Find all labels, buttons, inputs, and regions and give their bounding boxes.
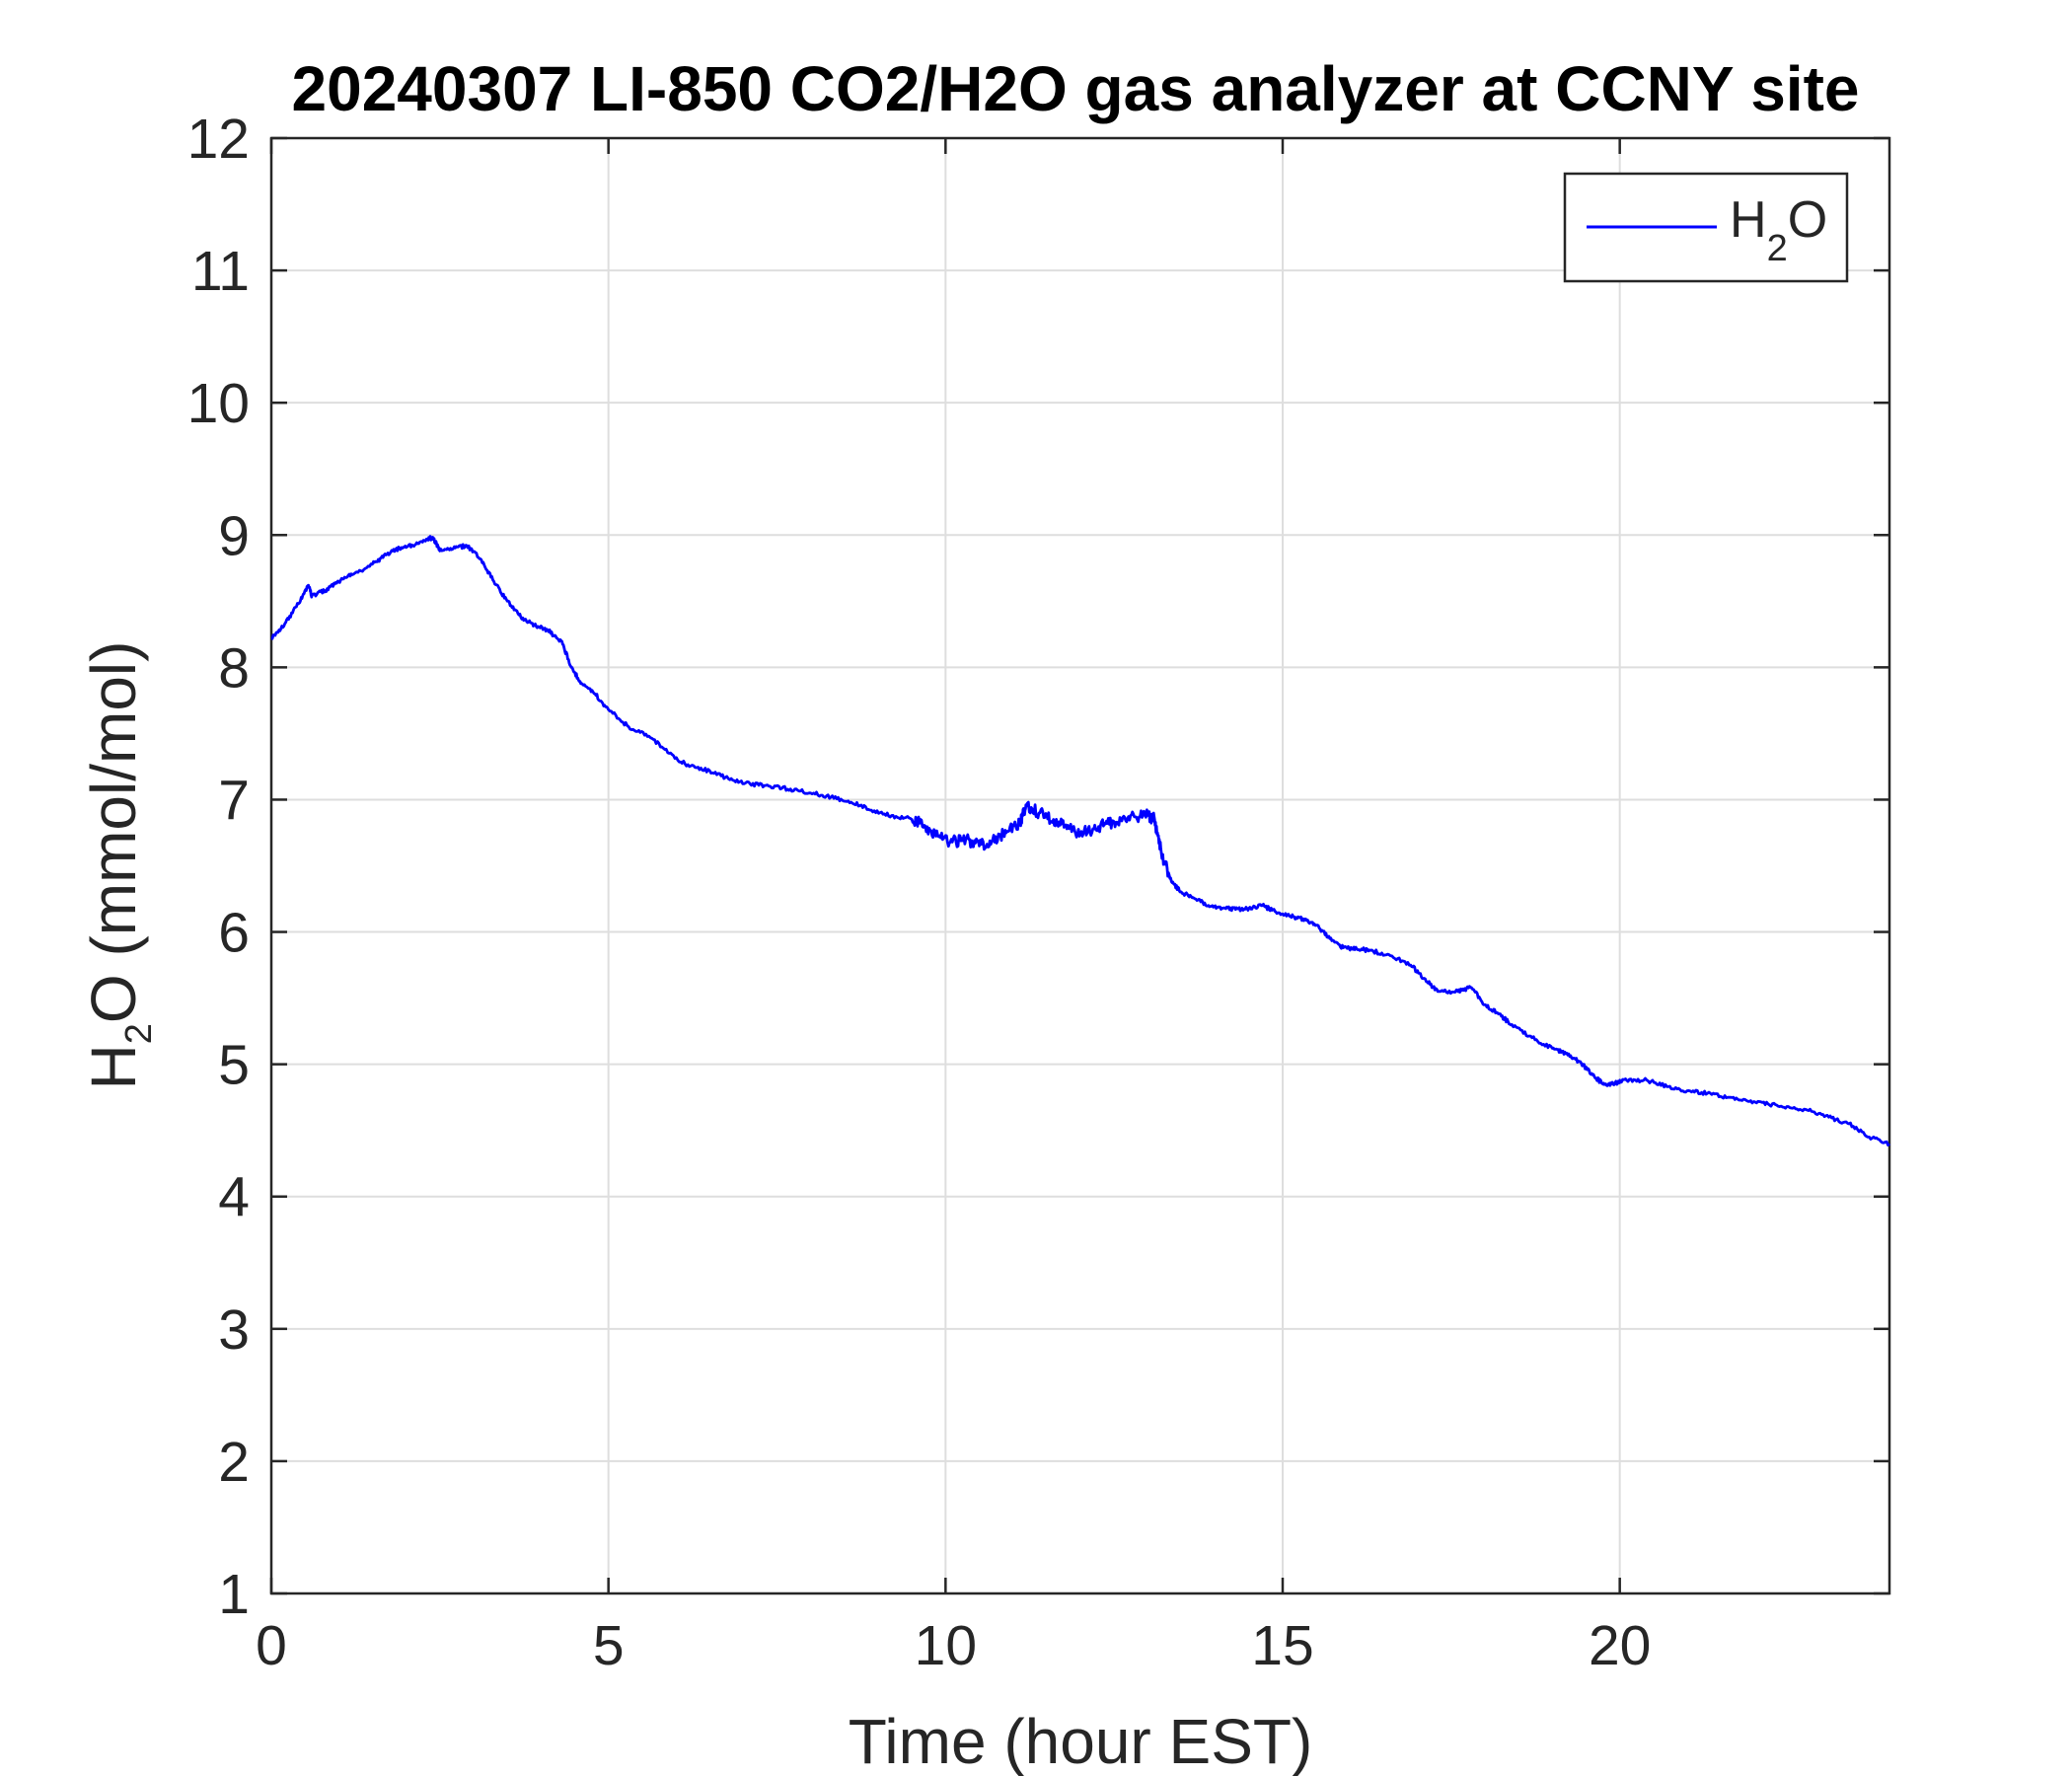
y-tick-label: 3 xyxy=(218,1298,250,1362)
y-tick-label: 5 xyxy=(218,1034,250,1097)
y-axis-label-subscript: 2 xyxy=(118,1023,160,1044)
y-axis-label-main: H xyxy=(78,1044,149,1089)
y-axis-label: H2O (mmol/mol) xyxy=(78,641,160,1090)
y-tick-label: 7 xyxy=(218,769,250,832)
y-tick-label: 6 xyxy=(218,902,250,965)
x-tick-label: 15 xyxy=(1251,1614,1313,1677)
y-tick-label: 9 xyxy=(218,504,250,567)
y-tick-label: 1 xyxy=(218,1563,250,1626)
x-tick-label: 10 xyxy=(915,1614,977,1677)
legend: H2O xyxy=(1563,172,1849,283)
y-axis-label-rest: O (mmol/mol) xyxy=(78,641,149,1024)
chart-title: 20240307 LI-850 CO2/H2O gas analyzer at … xyxy=(292,53,1860,124)
legend-label-main: H xyxy=(1730,191,1767,249)
x-tick-labels: 0 5 10 15 20 xyxy=(256,1614,1651,1677)
y-tick-label: 11 xyxy=(191,240,250,303)
x-axis-label: Time (hour EST) xyxy=(849,1706,1313,1776)
y-tick-label: 8 xyxy=(218,636,250,700)
plot-area-frame xyxy=(269,136,1891,1595)
legend-label-subscript: 2 xyxy=(1767,228,1788,269)
y-tick-label: 4 xyxy=(218,1166,250,1229)
x-tick-label: 5 xyxy=(593,1614,625,1677)
y-tick-label: 2 xyxy=(218,1431,250,1494)
y-tick-label: 12 xyxy=(187,108,250,171)
y-tick-label: 10 xyxy=(187,372,250,435)
h2o-series-line xyxy=(270,535,1890,1147)
grid-lines xyxy=(271,138,1889,1593)
legend-entry-label: H2O xyxy=(1730,191,1827,269)
legend-label-rest: O xyxy=(1788,191,1827,249)
x-tick-label: 20 xyxy=(1589,1614,1651,1677)
x-tick-label: 0 xyxy=(256,1614,287,1677)
